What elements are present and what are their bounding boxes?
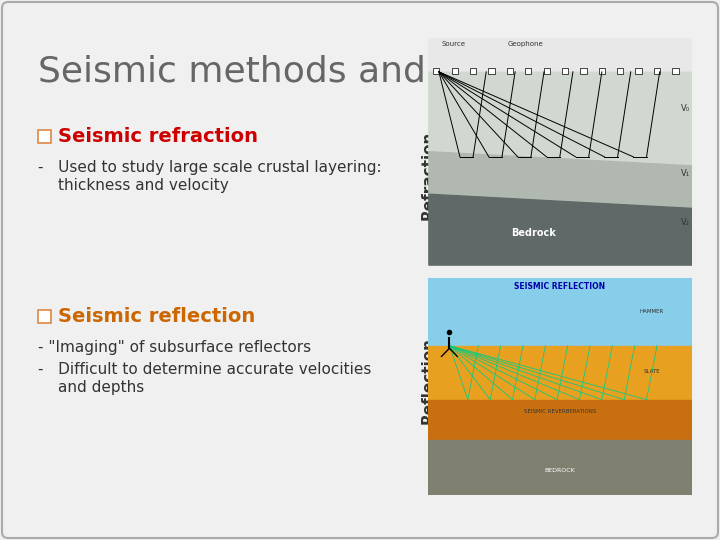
Bar <box>580 68 587 74</box>
Text: Bedrock: Bedrock <box>511 228 556 238</box>
Text: SLATE: SLATE <box>644 369 660 374</box>
Bar <box>507 68 513 74</box>
Bar <box>544 68 550 74</box>
Text: -   Used to study large scale crustal layering:: - Used to study large scale crustal laye… <box>38 160 382 175</box>
Bar <box>636 68 642 74</box>
Text: thickness and velocity: thickness and velocity <box>58 178 229 193</box>
Text: - "Imaging" of subsurface reflectors: - "Imaging" of subsurface reflectors <box>38 340 311 355</box>
Text: Source: Source <box>441 41 466 48</box>
Bar <box>654 68 660 74</box>
Bar <box>451 68 458 74</box>
Bar <box>562 68 568 74</box>
Text: Seismic methods and scales: Seismic methods and scales <box>38 55 549 89</box>
Bar <box>672 68 678 74</box>
Bar <box>433 68 439 74</box>
Bar <box>470 68 476 74</box>
Bar <box>617 68 624 74</box>
Text: Reflection: Reflection <box>420 336 436 423</box>
Bar <box>525 68 531 74</box>
Text: and depths: and depths <box>58 380 144 395</box>
Text: Seismic refraction: Seismic refraction <box>58 127 258 146</box>
Text: BEDROCK: BEDROCK <box>544 469 575 474</box>
Text: SEISMIC REFLECTION: SEISMIC REFLECTION <box>514 282 606 291</box>
Text: Geophone: Geophone <box>507 41 543 48</box>
Text: SEISMIC REVERBERATIONS: SEISMIC REVERBERATIONS <box>523 409 596 414</box>
Text: V₁: V₁ <box>680 170 690 178</box>
Bar <box>38 310 51 323</box>
Bar <box>488 68 495 74</box>
Text: -   Difficult to determine accurate velocities: - Difficult to determine accurate veloci… <box>38 362 372 377</box>
Text: HAMMER: HAMMER <box>639 309 664 314</box>
Text: V₂: V₂ <box>680 218 690 227</box>
Bar <box>38 130 51 143</box>
Bar <box>599 68 605 74</box>
Text: V₀: V₀ <box>680 104 690 113</box>
Text: Refraction: Refraction <box>420 130 436 220</box>
Text: Seismic reflection: Seismic reflection <box>58 307 256 327</box>
